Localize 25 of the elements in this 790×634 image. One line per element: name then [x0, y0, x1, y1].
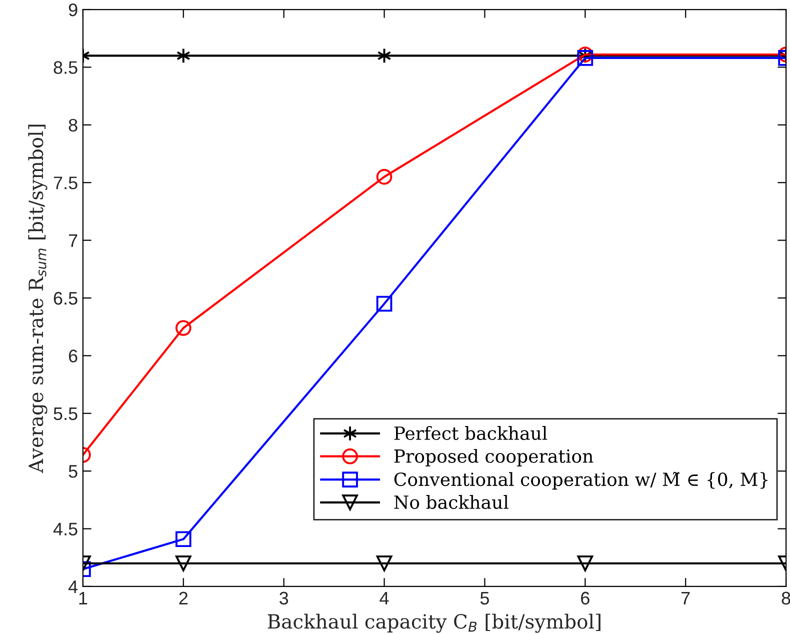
x-tick-label: 6 — [581, 592, 590, 605]
y-tick-label: 7 — [68, 234, 78, 247]
x-tick-label: 3 — [280, 592, 288, 605]
y-tick-label: 8 — [68, 118, 78, 132]
y-tick-label: 6.5 — [54, 292, 78, 305]
y-tick-label: 4 — [68, 580, 78, 593]
y-tick-label: 5 — [68, 465, 78, 478]
legend-label: Proposed cooperation — [394, 448, 594, 466]
y-tick-label: 9 — [68, 3, 78, 16]
x-tick-label: 4 — [380, 592, 389, 604]
y-axis-title: Average sum-rate R$_{sum}$ [bit/symbol] — [28, 124, 48, 474]
x-tick-label: 1 — [79, 592, 88, 604]
legend-label: No backhaul — [394, 495, 508, 510]
y-tick-label: 6 — [68, 350, 78, 362]
y-tick-label: 4.5 — [53, 522, 78, 536]
legend-label: Perfect backhaul — [394, 426, 548, 440]
legend-label: Conventional cooperation w/ M̃ ∈ {0, M} — [394, 472, 768, 490]
x-tick-label: 8 — [782, 592, 790, 605]
y-tick-label: 8.5 — [54, 61, 78, 74]
x-tick-label: 7 — [682, 592, 690, 604]
y-tick-label: 7.5 — [54, 176, 78, 190]
x-axis-title: Backhaul capacity C$_{B}$ [bit/symbol] — [268, 614, 600, 633]
y-tick-label: 5.5 — [54, 407, 78, 420]
x-tick-label: 2 — [179, 592, 188, 604]
x-tick-label: 5 — [480, 592, 489, 605]
